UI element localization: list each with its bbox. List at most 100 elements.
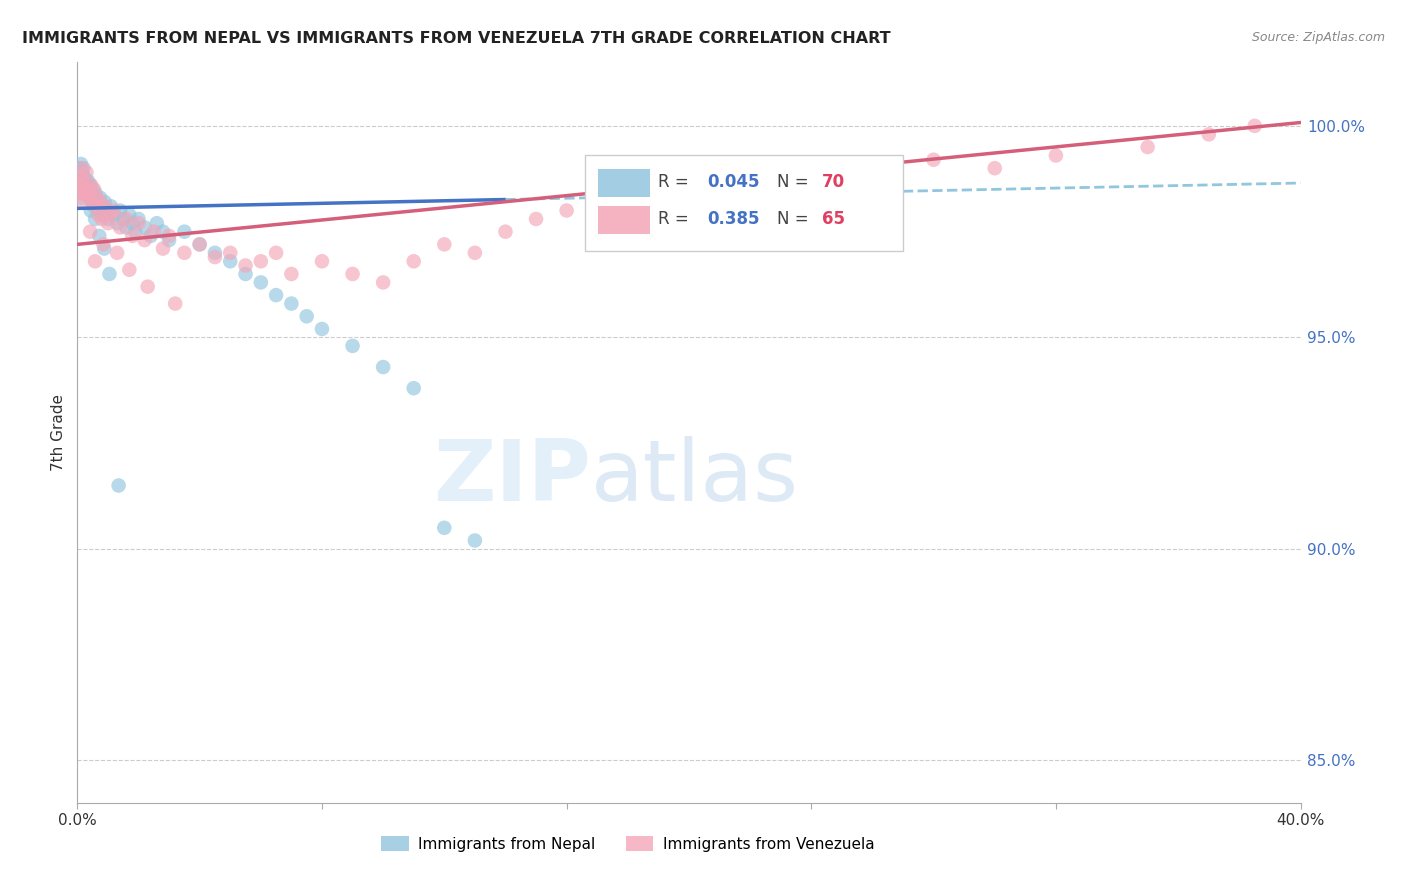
Point (157, 233, 180, 247)
Point (115, 220, 138, 235)
Legend: Immigrants from Nepal, Immigrants from Venezuela: Immigrants from Nepal, Immigrants from V… (375, 830, 880, 858)
Point (98, 267, 121, 281)
Text: R =: R = (658, 211, 695, 228)
Point (108, 220, 131, 235)
Point (80, 195, 103, 210)
Point (70, 191, 93, 205)
Point (134, 220, 156, 235)
Point (76, 165, 98, 179)
Point (79, 191, 101, 205)
Point (73, 195, 96, 210)
Point (1198, 128, 1220, 142)
Point (83, 199, 105, 213)
Point (124, 225, 146, 239)
Point (84, 254, 107, 268)
Point (136, 279, 159, 293)
Point (80, 186, 103, 201)
Point (97, 211, 120, 226)
Point (134, 233, 156, 247)
Point (97, 216, 120, 230)
Point (79, 225, 101, 239)
Point (342, 339, 364, 353)
Point (139, 228, 162, 243)
Point (555, 203, 578, 218)
Point (69, 169, 91, 184)
Point (89, 191, 111, 205)
Point (76, 186, 98, 201)
Point (831, 161, 853, 176)
Point (103, 208, 125, 222)
Point (72, 174, 94, 188)
Point (204, 245, 226, 260)
Point (86, 191, 108, 205)
Point (1045, 148, 1067, 162)
Point (72, 174, 94, 188)
Point (280, 267, 302, 281)
Point (617, 195, 640, 210)
Point (264, 288, 287, 302)
Text: 70: 70 (823, 173, 845, 192)
Point (371, 359, 394, 374)
Point (82, 191, 104, 205)
Point (77, 182, 100, 196)
Text: N =: N = (778, 173, 814, 192)
Point (79, 191, 101, 205)
Point (402, 254, 425, 268)
Point (83, 182, 105, 196)
Point (371, 276, 394, 290)
Point (91, 208, 114, 222)
Text: R =: R = (658, 173, 695, 192)
Point (678, 182, 700, 196)
Point (100, 199, 122, 213)
Point (91, 237, 114, 252)
Point (75, 174, 97, 188)
Point (250, 254, 273, 268)
Point (67, 182, 90, 196)
Point (69, 161, 91, 176)
Point (235, 259, 257, 273)
Point (79, 178, 101, 193)
Point (70, 165, 93, 179)
Text: Source: ZipAtlas.com: Source: ZipAtlas.com (1251, 31, 1385, 45)
Point (84, 186, 107, 201)
Point (115, 211, 138, 226)
Point (87, 203, 110, 218)
Y-axis label: 7th Grade: 7th Grade (51, 394, 66, 471)
FancyBboxPatch shape (599, 206, 650, 235)
Point (433, 237, 456, 252)
Point (67, 182, 90, 196)
Point (495, 225, 517, 239)
Point (69, 169, 91, 184)
Point (433, 521, 456, 535)
Point (524, 211, 547, 226)
Point (90, 199, 112, 213)
Point (464, 245, 486, 260)
Point (118, 262, 141, 277)
Point (219, 245, 242, 260)
Point (93, 242, 115, 256)
Point (70, 157, 93, 171)
Point (204, 250, 226, 264)
Point (89, 195, 111, 210)
Point (105, 216, 128, 230)
Point (67, 178, 90, 193)
Point (165, 296, 187, 310)
Point (86, 195, 108, 210)
Point (80, 178, 103, 193)
Point (96, 203, 118, 218)
Text: 0.045: 0.045 (707, 173, 759, 192)
Point (984, 161, 1007, 176)
Point (112, 211, 135, 226)
Point (311, 254, 333, 268)
Point (173, 225, 195, 239)
Point (76, 178, 98, 193)
Point (73, 186, 96, 201)
Point (121, 216, 143, 230)
Point (152, 225, 174, 239)
Point (73, 182, 96, 196)
Point (103, 203, 125, 218)
Point (295, 310, 318, 324)
Point (77, 174, 100, 188)
Point (82, 182, 104, 196)
Point (402, 381, 425, 395)
